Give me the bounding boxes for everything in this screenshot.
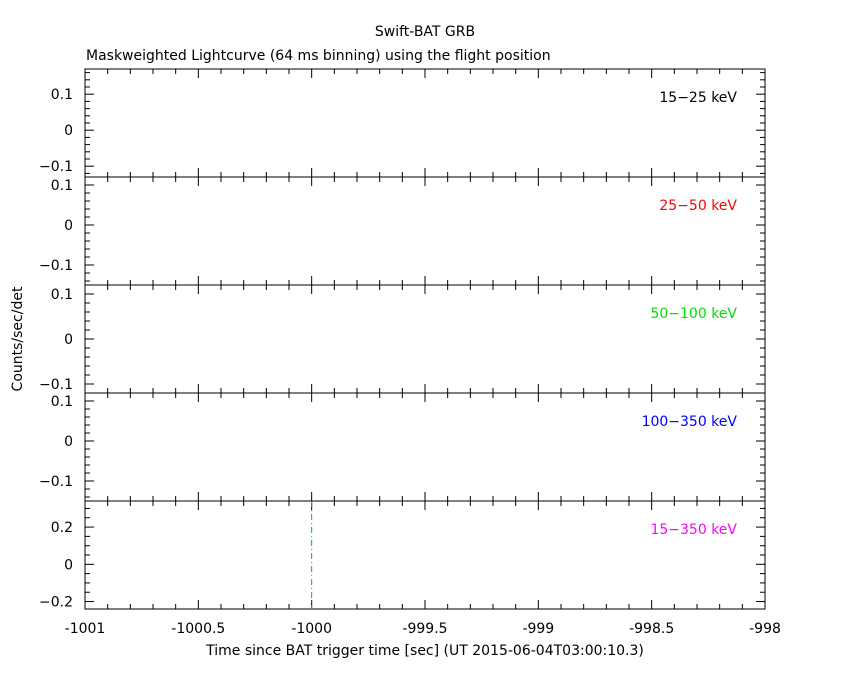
y-tick-label: 0.2: [51, 520, 73, 536]
y-tick-label: −0.1: [39, 258, 73, 274]
y-tick-label: 0.1: [51, 287, 73, 303]
y-tick-label: 0.1: [51, 394, 73, 410]
y-tick-label: 0: [64, 123, 73, 139]
panel-100-350-kev: 0.1 0 −0.1 100−350 keV: [39, 392, 766, 502]
x-tick-label: -999: [522, 621, 554, 637]
panel-25-50-kev: 0.1 0 −0.1 25−50 keV: [39, 176, 766, 286]
chart-subtitle: Maskweighted Lightcurve (64 ms binning) …: [86, 48, 551, 64]
panel-frame: [84, 392, 766, 502]
y-tick-label: −0.1: [39, 159, 73, 175]
panel-frame: [84, 68, 766, 178]
panel-band-label: 50−100 keV: [650, 306, 737, 322]
panel-band-label: 100−350 keV: [642, 414, 738, 430]
x-tick-label: -1000: [291, 621, 332, 637]
y-tick-label: 0.1: [51, 178, 73, 194]
panel-frame: [84, 176, 766, 286]
x-axis-label: Time since BAT trigger time [sec] (UT 20…: [205, 643, 644, 659]
x-tick-label: -1001: [65, 621, 106, 637]
x-tick-label: -999.5: [402, 621, 447, 637]
y-axis-label: Counts/sec/det: [10, 286, 26, 391]
x-tick-label: -998.5: [629, 621, 674, 637]
panel-50-100-kev: 0.1 0 −0.1 50−100 keV: [39, 284, 766, 394]
y-tick-label: 0: [64, 218, 73, 234]
y-tick-label: 0.1: [51, 87, 73, 103]
panel-15-25-kev: 0.1 0 −0.1 15−25 keV: [39, 68, 766, 178]
y-tick-label: −0.1: [39, 474, 73, 490]
y-tick-label: 0: [64, 332, 73, 348]
panel-band-label: 15−350 keV: [650, 522, 737, 538]
panels-group: 0.1 0 −0.1 15−25 keV 0.1 0 −0.1 25−50 keV 0.1 0 −0…: [39, 68, 766, 611]
x-tick-label: -998: [749, 621, 781, 637]
x-tick-label: -1000.5: [171, 621, 225, 637]
y-tick-label: −0.2: [39, 595, 73, 611]
x-tick-labels: -1001 -1000.5 -1000 -999.5 -999 -998.5 -998: [65, 621, 781, 637]
panel-frame: [84, 284, 766, 394]
y-tick-label: −0.1: [39, 377, 73, 393]
panel-frame: [84, 500, 766, 610]
panel-15-350-kev: 0.2 0 −0.2 15−350 keV: [39, 500, 766, 611]
panel-band-label: 15−25 keV: [659, 90, 737, 106]
y-tick-label: 0: [64, 434, 73, 450]
chart-title: Swift-BAT GRB: [375, 24, 475, 40]
panel-band-label: 25−50 keV: [659, 198, 737, 214]
y-tick-label: 0: [64, 557, 73, 573]
